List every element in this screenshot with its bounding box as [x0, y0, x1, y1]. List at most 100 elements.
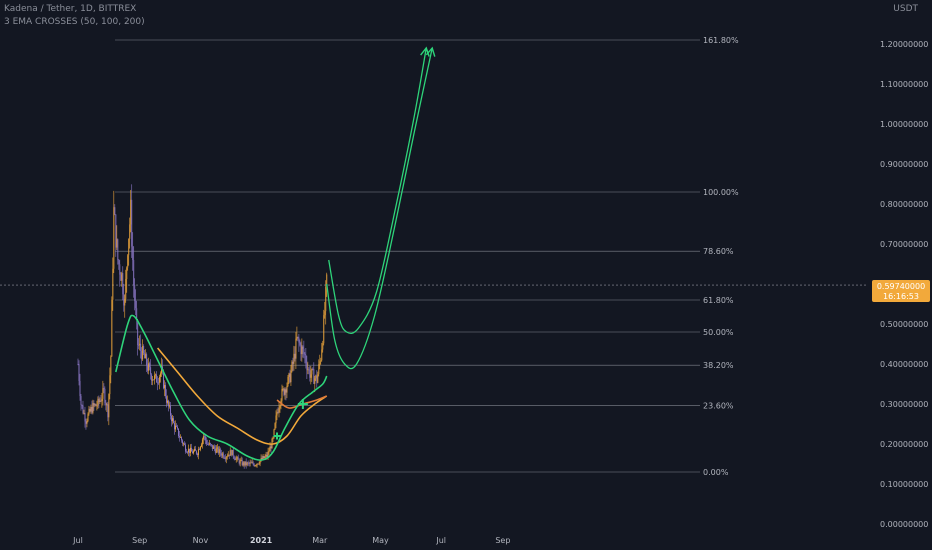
- candle-body: [221, 453, 223, 456]
- candle-body: [317, 374, 319, 383]
- candle-body: [260, 457, 262, 461]
- y-axis[interactable]: 0.00000000 0.10000000 0.20000000 0.30000000…: [880, 40, 928, 529]
- candle-body: [164, 385, 166, 389]
- candle-body: [80, 396, 82, 406]
- candle-body: [318, 364, 320, 375]
- candle-body: [117, 239, 119, 261]
- candle-body: [275, 415, 277, 424]
- candle-body: [159, 376, 161, 383]
- y-tick-label: 0.90000000: [880, 160, 928, 169]
- x-axis[interactable]: Jul Sep Nov 2021 Mar May Jul Sep: [72, 536, 510, 545]
- candle-body: [126, 267, 128, 280]
- ema-layer: [115, 314, 328, 461]
- candle-body: [120, 274, 122, 281]
- candle-body: [85, 421, 87, 424]
- candle-body: [105, 402, 107, 406]
- candle-body: [237, 457, 239, 460]
- candle-body: [242, 462, 244, 466]
- candle-body: [322, 343, 324, 350]
- fib-level-label: 161.80%: [703, 36, 739, 45]
- candle-body: [78, 364, 80, 381]
- fib-level-label: 38.20%: [703, 361, 734, 370]
- candle-body: [234, 458, 236, 460]
- candle-body: [116, 239, 118, 248]
- candle-body: [79, 380, 81, 397]
- candle-body: [168, 400, 169, 407]
- projection-layer: [326, 46, 436, 370]
- candle-body: [267, 451, 269, 457]
- candle-body: [200, 444, 202, 447]
- candle-body: [320, 360, 322, 362]
- candle-body: [305, 354, 307, 364]
- candle-body: [287, 376, 289, 386]
- current-price-label: 0.59740000: [877, 282, 925, 291]
- candle-body: [314, 378, 316, 384]
- candle-body: [307, 369, 309, 371]
- candle-body: [233, 456, 235, 459]
- candle-body: [229, 450, 231, 456]
- candle-body: [294, 353, 296, 359]
- candle-body: [292, 361, 294, 364]
- candle-body: [90, 407, 92, 412]
- candle-body: [188, 448, 190, 454]
- candle-body: [278, 408, 280, 413]
- candle-body: [289, 373, 291, 383]
- candle-body: [153, 379, 155, 381]
- candle-body: [240, 459, 242, 461]
- candle-body: [252, 462, 254, 465]
- candle-body: [325, 286, 327, 312]
- candle-body: [152, 379, 154, 381]
- candle-body: [103, 388, 105, 389]
- candle-body: [199, 446, 201, 450]
- candle-body: [123, 294, 125, 306]
- candle-body: [263, 456, 265, 459]
- candle-body: [249, 462, 251, 464]
- current-price-marker: 0.59740000 16:16:53: [872, 280, 930, 302]
- candle-body: [96, 405, 98, 407]
- candle-body: [169, 405, 170, 407]
- candle-body: [172, 418, 173, 422]
- candle-body: [226, 456, 228, 458]
- candle-body: [190, 447, 192, 452]
- y-tick-label: 0.20000000: [880, 440, 928, 449]
- candle-body: [127, 255, 129, 268]
- candle-body: [187, 452, 188, 454]
- indicator-title: 3 EMA CROSSES (50, 100, 200): [4, 17, 145, 27]
- bar-countdown-label: 16:16:53: [883, 292, 919, 301]
- candle-body: [89, 408, 91, 412]
- candle-body: [92, 403, 94, 413]
- candle-body: [253, 464, 255, 467]
- ema-cross-marker: [297, 399, 308, 409]
- x-tick-label: Jul: [72, 536, 83, 545]
- candle-body: [124, 298, 126, 306]
- candle-body: [77, 364, 79, 365]
- candle-body: [247, 462, 249, 464]
- candle-body: [257, 463, 259, 465]
- candle-body: [93, 403, 95, 406]
- candle-body: [285, 389, 287, 393]
- x-tick-label: 2021: [250, 536, 273, 545]
- projection-arrowhead: [425, 46, 436, 57]
- x-tick-label: Jul: [435, 536, 446, 545]
- candle-body: [316, 375, 318, 383]
- candle-body: [191, 451, 193, 454]
- candle-body: [111, 299, 113, 357]
- candle-body: [170, 405, 171, 416]
- candle-body: [304, 353, 306, 355]
- candle-body: [238, 459, 240, 464]
- candle-body: [165, 385, 167, 397]
- ema-50-line: [115, 314, 328, 461]
- candle-body: [251, 462, 253, 464]
- candle-body: [97, 398, 99, 406]
- candle-body: [192, 451, 194, 454]
- candle-body: [130, 199, 132, 225]
- candle-body: [158, 382, 160, 384]
- candle-body: [147, 365, 149, 371]
- candle-body: [245, 461, 247, 466]
- candle-body: [81, 405, 83, 406]
- candle-body: [148, 363, 150, 371]
- fib-level-label: 100.00%: [703, 188, 739, 197]
- candle-body: [258, 463, 260, 465]
- candle-body: [84, 412, 86, 422]
